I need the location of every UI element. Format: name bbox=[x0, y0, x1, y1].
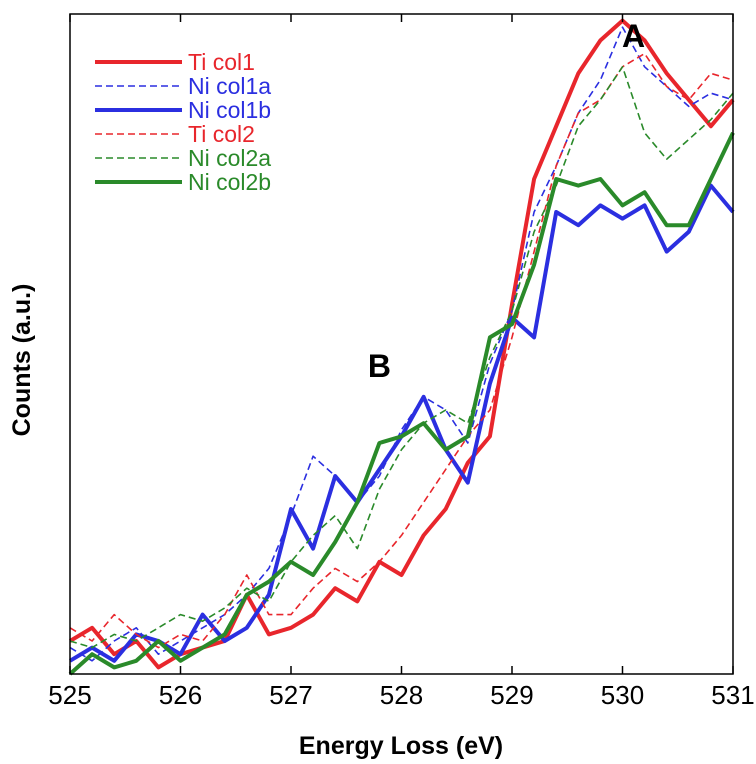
x-tick-label: 525 bbox=[48, 680, 91, 710]
legend-label-3: Ni col1b bbox=[188, 97, 271, 123]
legend-label-1: Ti col1 bbox=[188, 49, 255, 75]
x-tick-label: 530 bbox=[601, 680, 644, 710]
legend-label-4: Ti col2 bbox=[188, 121, 255, 147]
x-tick-label: 529 bbox=[490, 680, 533, 710]
legend-label-2: Ni col1a bbox=[188, 73, 271, 99]
x-tick-label: 531 bbox=[711, 680, 754, 710]
annotation-a: A bbox=[622, 18, 645, 54]
x-axis: 525 526 527 528 529 530 531 bbox=[48, 14, 755, 710]
x-tick-label: 528 bbox=[380, 680, 423, 710]
y-axis-title: Counts (a.u.) bbox=[8, 284, 36, 437]
legend-label-6: Ni col2b bbox=[188, 169, 271, 195]
annotations: AB bbox=[368, 18, 645, 384]
x-axis-title: Energy Loss (eV) bbox=[299, 732, 503, 760]
series-line-5 bbox=[69, 66, 734, 649]
legend-label-5: Ni col2a bbox=[188, 145, 271, 171]
x-tick-label: 527 bbox=[269, 680, 312, 710]
series-line-6 bbox=[68, 131, 735, 676]
series-line-2 bbox=[69, 26, 734, 662]
annotation-b: B bbox=[368, 348, 391, 384]
x-tick-label: 526 bbox=[159, 680, 202, 710]
